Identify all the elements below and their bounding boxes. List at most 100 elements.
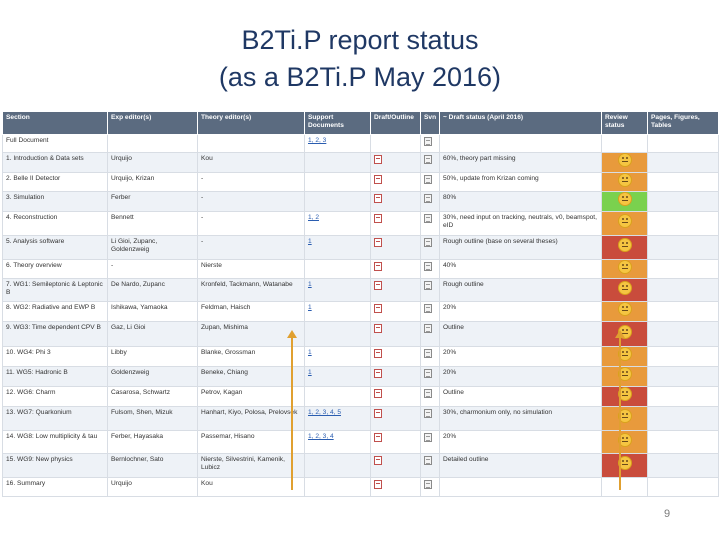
- pdf-document-icon[interactable]: [374, 388, 382, 398]
- table-row: 3. Simulation Ferber - 80%: [2, 190, 719, 212]
- svn-file-icon[interactable]: [424, 237, 432, 247]
- table-row: Full Document 1, 2, 3: [2, 134, 719, 153]
- cell-draft-outline: [370, 405, 421, 431]
- cell-draft-status: [439, 476, 602, 497]
- cell-section: 15. WG9: New physics: [2, 452, 108, 478]
- cell-support-documents[interactable]: 1: [304, 234, 371, 260]
- cell-review-status: [601, 429, 648, 454]
- cell-support-documents[interactable]: 1: [304, 277, 371, 302]
- cell-svn: [420, 134, 440, 153]
- svn-file-icon[interactable]: [424, 303, 432, 313]
- cell-pages-figures-tables: [647, 134, 719, 153]
- svn-file-icon[interactable]: [424, 368, 432, 378]
- svn-file-icon[interactable]: [424, 261, 432, 271]
- pdf-document-icon[interactable]: [374, 408, 382, 418]
- cell-svn: [420, 365, 440, 387]
- cell-support-documents: [304, 476, 371, 497]
- svn-file-icon[interactable]: [424, 348, 432, 358]
- cell-support-documents[interactable]: 1: [304, 300, 371, 322]
- cell-draft-status: 30%, need input on tracking, neutrals, v…: [439, 210, 602, 236]
- cell-support-documents[interactable]: 1, 2: [304, 210, 371, 236]
- table-row: 12. WG6: Charm Casarosa, Schwartz Petrov, …: [2, 385, 719, 407]
- cell-pages-figures-tables: [647, 452, 719, 478]
- pdf-document-icon[interactable]: [374, 479, 382, 489]
- svn-file-icon[interactable]: [424, 280, 432, 290]
- cell-theory-editors: Nierste: [197, 258, 305, 279]
- cell-draft-status: [439, 134, 602, 153]
- svn-file-icon[interactable]: [424, 154, 432, 164]
- table-header-row: Section Exp editor(s) Theory editor(s) S…: [2, 111, 719, 135]
- svn-file-icon[interactable]: [424, 408, 432, 418]
- cell-draft-status: 80%: [439, 190, 602, 212]
- svn-file-icon[interactable]: [424, 455, 432, 465]
- cell-pages-figures-tables: [647, 476, 719, 497]
- cell-pages-figures-tables: [647, 190, 719, 212]
- cell-review-status: [601, 476, 648, 497]
- cell-theory-editors: Nierste, Silvestrini, Kamenik, Lubicz: [197, 452, 305, 478]
- cell-support-documents[interactable]: 1, 2, 3, 4, 5: [304, 405, 371, 431]
- cell-review-status: [601, 365, 648, 387]
- cell-draft-outline: [370, 345, 421, 367]
- pdf-document-icon[interactable]: [374, 174, 382, 184]
- cell-support-documents: [304, 320, 371, 347]
- cell-support-documents[interactable]: 1, 2, 3, 4: [304, 429, 371, 454]
- svn-file-icon[interactable]: [424, 137, 432, 146]
- cell-section: 2. Belle II Detector: [2, 171, 108, 192]
- cell-draft-status: Detailed outline: [439, 452, 602, 478]
- cell-support-documents[interactable]: 1, 2, 3: [304, 134, 371, 153]
- table-row: 9. WG3: Time dependent CPV B Gaz, Li Gioi…: [2, 320, 719, 347]
- pdf-document-icon[interactable]: [374, 368, 382, 378]
- cell-section: 12. WG6: Charm: [2, 385, 108, 407]
- cell-exp-editors: Ferber, Hayasaka: [107, 429, 198, 454]
- smiley-face-icon: [617, 260, 632, 274]
- cell-pages-figures-tables: [647, 320, 719, 347]
- cell-section: 9. WG3: Time dependent CPV B: [2, 320, 108, 347]
- table-row: 13. WG7: Quarkonium Fulsom, Shen, Mizuk Ha…: [2, 405, 719, 431]
- pdf-document-icon[interactable]: [374, 213, 382, 223]
- cell-theory-editors: Kronfeld, Tackmann, Watanabe: [197, 277, 305, 302]
- cell-section: Full Document: [2, 134, 108, 153]
- pdf-document-icon[interactable]: [374, 237, 382, 247]
- pdf-document-icon[interactable]: [374, 193, 382, 203]
- cell-review-status: [601, 234, 648, 260]
- pdf-document-icon[interactable]: [374, 455, 382, 465]
- cell-pages-figures-tables: [647, 151, 719, 173]
- header-draft-outline: Draft/Outline: [370, 111, 421, 135]
- cell-draft-outline: [370, 151, 421, 173]
- cell-draft-outline: [370, 452, 421, 478]
- svn-file-icon[interactable]: [424, 323, 432, 333]
- pdf-document-icon[interactable]: [374, 348, 382, 358]
- svn-file-icon[interactable]: [424, 193, 432, 203]
- cell-support-documents[interactable]: 1: [304, 365, 371, 387]
- cell-pages-figures-tables: [647, 345, 719, 367]
- pdf-document-icon[interactable]: [374, 432, 382, 442]
- pdf-document-icon[interactable]: [374, 154, 382, 164]
- cell-svn: [420, 190, 440, 212]
- header-review-status: Review status: [601, 111, 648, 135]
- cell-support-documents[interactable]: 1: [304, 345, 371, 367]
- cell-theory-editors: Kou: [197, 476, 305, 497]
- cell-support-documents: [304, 385, 371, 407]
- pdf-document-icon[interactable]: [374, 303, 382, 313]
- cell-review-status: [601, 258, 648, 279]
- table-row: 2. Belle II Detector Urquijo, Krizan - 50%,…: [2, 171, 719, 192]
- pdf-document-icon[interactable]: [374, 323, 382, 333]
- svn-file-icon[interactable]: [424, 432, 432, 442]
- table-row: 6. Theory overview - Nierste 40%: [2, 258, 719, 279]
- svn-file-icon[interactable]: [424, 174, 432, 184]
- cell-section: 1. Introduction & Data sets: [2, 151, 108, 173]
- title-line-2: (as a B2Ti.P May 2016): [218, 62, 502, 92]
- cell-review-status: [601, 190, 648, 212]
- table-row: 14. WG8: Low multiplicity & tau Ferber, H…: [2, 429, 719, 454]
- header-section: Section: [2, 111, 108, 135]
- svn-file-icon[interactable]: [424, 213, 432, 223]
- cell-pages-figures-tables: [647, 210, 719, 236]
- svn-file-icon[interactable]: [424, 388, 432, 398]
- pdf-document-icon[interactable]: [374, 280, 382, 290]
- svn-file-icon[interactable]: [424, 479, 432, 489]
- cell-draft-outline: [370, 190, 421, 212]
- cell-review-status: [601, 345, 648, 367]
- cell-exp-editors: Bernlochner, Sato: [107, 452, 198, 478]
- header-svn: Svn: [420, 111, 440, 135]
- pdf-document-icon[interactable]: [374, 261, 382, 271]
